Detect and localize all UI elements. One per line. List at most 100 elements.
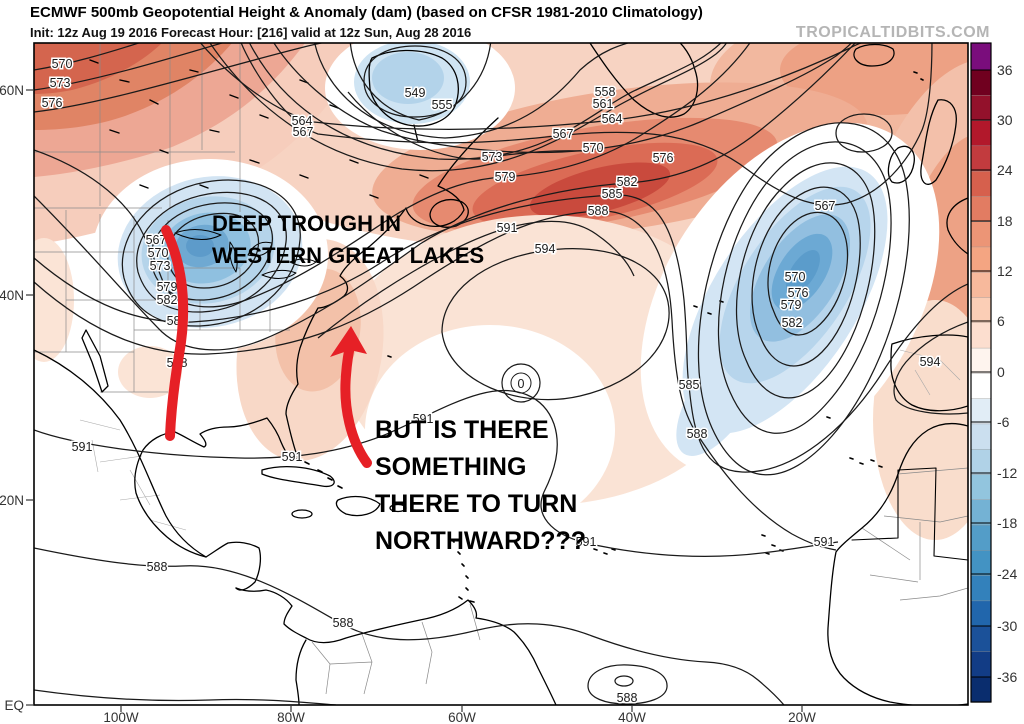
lon-label: 60W: [448, 710, 476, 724]
colorbar-segment: [970, 449, 992, 476]
colorbar-segment: [970, 499, 992, 526]
map-title: ECMWF 500mb Geopotential Height & Anomal…: [30, 4, 703, 21]
contour-label: 594: [535, 242, 556, 256]
mexico-west-coast: [34, 349, 207, 558]
colorbar-tick-label: 0: [997, 364, 1005, 380]
colorbar-tick-label: 30: [997, 112, 1013, 128]
contour-label: 591: [72, 440, 93, 454]
colorbar-tick-label: -6: [997, 414, 1010, 430]
tropicaltidbits-watermark: TROPICALTIDBITS.COM: [795, 24, 990, 41]
france-coast: [946, 197, 968, 255]
contour-label: 579: [781, 298, 802, 312]
contour-label: 573: [50, 76, 71, 90]
lesser-antilles: [451, 539, 475, 603]
contour-label: 576: [42, 96, 63, 110]
contour-label: 591: [413, 412, 434, 426]
colorbar-tick-label: -36: [997, 669, 1017, 685]
contour-label: 582: [782, 316, 803, 330]
political-borders: [34, 43, 968, 695]
arctic-lakes-scratches: [89, 59, 429, 199]
colorbar-tick-label: 18: [997, 213, 1013, 229]
hudson-bay: [368, 49, 459, 143]
contour-label: 591: [282, 450, 303, 464]
colorbar-segment: [970, 196, 992, 223]
puerto-rico: [389, 503, 407, 513]
colorbar-segment: [970, 575, 992, 602]
baja-peninsula: [81, 329, 109, 393]
lat-label: 20N: [0, 493, 24, 508]
colorbar-segment: [970, 42, 992, 71]
colorbar-segment: [970, 120, 992, 147]
colorbar-segment: [970, 651, 992, 678]
africa-west-coast: [827, 423, 968, 705]
lon-label: 40W: [618, 710, 646, 724]
colorbar-segment: [970, 423, 992, 450]
colorbar-segment: [970, 246, 992, 273]
central-america-coast: [235, 587, 557, 705]
africa-borders-bold: [851, 467, 968, 561]
colorbar-tick-label: 36: [997, 62, 1013, 78]
contour-label: 594: [920, 355, 941, 369]
contour-label: 573: [150, 259, 171, 273]
colorbar-tick-label: 6: [997, 313, 1005, 329]
contour-label: 585: [679, 378, 700, 392]
colorbar-segment: [970, 221, 992, 248]
zero-contour-label: 0: [518, 377, 525, 391]
coastlines: [34, 43, 968, 705]
question-annotation: SOMETHING: [375, 453, 526, 481]
colorbar-tick-label: -12: [997, 465, 1017, 481]
contour-label: 564: [292, 114, 313, 128]
contour-label: 591: [576, 535, 597, 549]
jamaica: [291, 509, 313, 519]
northward-arrow-shaft: [340, 336, 372, 468]
colorbar-segment: [970, 474, 992, 501]
contour-label: 588: [687, 427, 708, 441]
colorbar-segment: [970, 69, 992, 96]
colorbar-segment: [970, 145, 992, 172]
contour-label: 567: [146, 233, 167, 247]
cuba: [261, 466, 335, 488]
contour-label: 567: [293, 125, 314, 139]
colorbar-segment: [970, 297, 992, 324]
contour-label: 591: [497, 221, 518, 235]
south-america-pacific-coast: [295, 639, 307, 705]
colorbar-segment: [970, 322, 992, 349]
lon-label: 100W: [103, 710, 139, 724]
contour-label: 567: [815, 199, 836, 213]
colorbar-segment: [970, 625, 992, 653]
annotation-text: DEEP TROUGH IN WESTERN GREAT LAKES BUT IS …: [212, 211, 586, 555]
contour-label: 582: [617, 175, 638, 189]
lon-label: 20W: [788, 710, 816, 724]
trough-annotation: WESTERN GREAT LAKES: [212, 243, 484, 268]
north-america-coast: [134, 117, 499, 591]
contour-label: 555: [432, 98, 453, 112]
colorbar-segment: [970, 347, 992, 375]
contour-label: 588: [617, 691, 638, 705]
contour-label: 588: [147, 560, 168, 574]
red-annotations: [161, 225, 372, 468]
contour-label: 564: [602, 112, 623, 126]
iceland: [853, 43, 895, 67]
colorbar-tick-label: -24: [997, 566, 1017, 582]
colorbar-segment: [970, 95, 992, 122]
colorbar-segment: [970, 398, 992, 425]
greenland-coast: [589, 43, 699, 118]
colorbar-segment: [970, 676, 992, 703]
contour-label: 558: [595, 85, 616, 99]
axis-labels: 60N 40N 20N EQ 100W 80W 60W 40W 20W: [0, 83, 816, 724]
init-forecast-line: Init: 12z Aug 19 2016 Forecast Hour: [21…: [30, 25, 472, 40]
contour-label: 570: [785, 270, 806, 284]
contour-label: 570: [583, 141, 604, 155]
lat-label: 40N: [0, 288, 24, 303]
colorbar-segment: [970, 272, 992, 299]
contour-label: 561: [593, 97, 614, 111]
contour-label: 576: [653, 151, 674, 165]
question-annotation: BUT IS THERE: [375, 416, 549, 444]
trough-annotation: DEEP TROUGH IN: [212, 211, 401, 236]
britain: [920, 99, 957, 185]
colorbar-tick-label: -30: [997, 618, 1017, 634]
lon-label: 80W: [277, 710, 305, 724]
zero-contour-marker: [501, 363, 541, 403]
